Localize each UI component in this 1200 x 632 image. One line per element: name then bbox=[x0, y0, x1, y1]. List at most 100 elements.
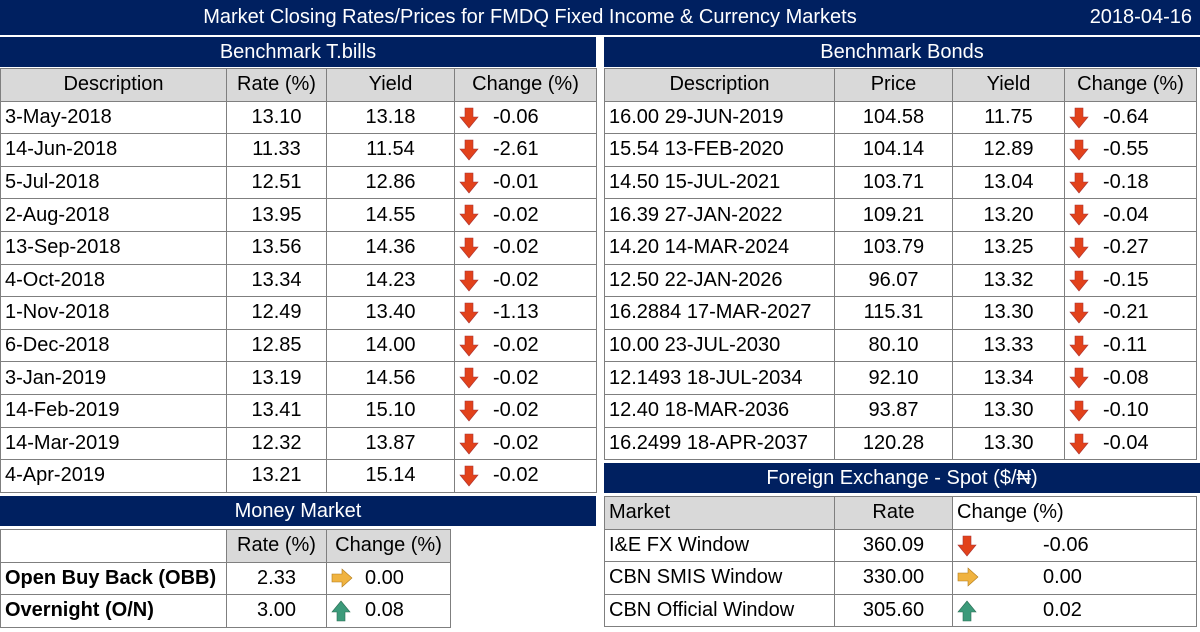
yield-cell: 13.04 bbox=[952, 165, 1065, 200]
rate-cell: 13.95 bbox=[226, 198, 327, 232]
table-row: 16.2884 17-MAR-2027 115.31 13.30 -0.21 bbox=[604, 296, 1197, 330]
change-cell: -2.61 bbox=[454, 133, 597, 167]
yield-cell: 15.10 bbox=[326, 393, 455, 428]
rate-cell: 12.32 bbox=[226, 426, 327, 461]
change-value: -0.04 bbox=[1103, 431, 1149, 454]
rate-cell: 3.00 bbox=[226, 594, 327, 628]
change-cell: -0.15 bbox=[1064, 263, 1197, 298]
report-title: Market Closing Rates/Prices for FMDQ Fix… bbox=[203, 6, 857, 28]
money-market-heading: Money Market bbox=[0, 496, 596, 526]
table-row: 14.20 14-MAR-2024 103.79 13.25 -0.27 bbox=[604, 230, 1197, 265]
description-cell: 14.50 15-JUL-2021 bbox=[604, 165, 835, 200]
fx-heading: Foreign Exchange - Spot ($/₦) bbox=[604, 463, 1200, 493]
col-header-blank bbox=[0, 529, 227, 563]
yield-cell: 11.54 bbox=[326, 133, 455, 167]
change-cell: -1.13 bbox=[454, 296, 597, 330]
col-header-description: Description bbox=[0, 68, 227, 102]
red-down-arrow-icon bbox=[459, 367, 479, 389]
yield-cell: 13.33 bbox=[952, 328, 1065, 363]
change-cell: -0.02 bbox=[454, 426, 597, 461]
report-date: 2018-04-16 bbox=[1089, 6, 1192, 28]
yield-cell: 14.56 bbox=[326, 361, 455, 395]
change-value: -0.18 bbox=[1103, 171, 1149, 194]
yield-cell: 14.55 bbox=[326, 198, 455, 232]
rate-cell: 13.41 bbox=[226, 393, 327, 428]
change-value: 0.02 bbox=[1043, 599, 1082, 622]
orange-right-arrow-icon bbox=[331, 567, 353, 590]
col-header-price: Price bbox=[834, 68, 953, 102]
change-value: -0.27 bbox=[1103, 236, 1149, 259]
red-down-arrow-icon bbox=[1069, 107, 1089, 129]
description-cell: 13-Sep-2018 bbox=[0, 230, 227, 265]
description-cell: 4-Oct-2018 bbox=[0, 263, 227, 298]
red-down-arrow-icon bbox=[459, 204, 479, 226]
red-down-arrow-icon bbox=[1069, 335, 1089, 357]
change-value: 0.08 bbox=[365, 599, 404, 622]
green-up-arrow-icon bbox=[957, 600, 977, 622]
table-row: 14-Jun-2018 11.33 11.54 -2.61 bbox=[0, 133, 597, 167]
description-cell: 16.00 29-JUN-2019 bbox=[604, 100, 835, 135]
rate-cell: 12.85 bbox=[226, 328, 327, 363]
yield-cell: 15.14 bbox=[326, 459, 455, 493]
rate-cell: 13.19 bbox=[226, 361, 327, 395]
change-value: -0.11 bbox=[1103, 334, 1148, 357]
col-header-yield: Yield bbox=[326, 68, 455, 102]
table-row: 12.40 18-MAR-2036 93.87 13.30 -0.10 bbox=[604, 393, 1197, 428]
col-header-rate: Rate bbox=[834, 496, 953, 530]
red-down-arrow-icon bbox=[459, 237, 479, 259]
change-value: -0.21 bbox=[1103, 301, 1149, 324]
change-cell: -0.02 bbox=[454, 230, 597, 265]
change-cell: -0.02 bbox=[454, 198, 597, 232]
change-value: -0.64 bbox=[1103, 105, 1149, 128]
table-row: 12.1493 18-JUL-2034 92.10 13.34 -0.08 bbox=[604, 361, 1197, 395]
red-down-arrow-icon bbox=[1069, 367, 1089, 389]
table-row: 16.39 27-JAN-2022 109.21 13.20 -0.04 bbox=[604, 198, 1197, 232]
rate-cell: 12.51 bbox=[226, 165, 327, 200]
rate-cell: 13.56 bbox=[226, 230, 327, 265]
red-down-arrow-icon bbox=[1069, 433, 1089, 455]
yield-cell: 13.30 bbox=[952, 426, 1065, 461]
table-row: CBN SMIS Window 330.00 0.00 bbox=[604, 561, 1197, 595]
description-cell: 16.2499 18-APR-2037 bbox=[604, 426, 835, 461]
col-header-market: Market bbox=[604, 496, 835, 530]
description-cell: CBN Official Window bbox=[604, 593, 835, 628]
description-cell: 14-Mar-2019 bbox=[0, 426, 227, 461]
description-cell: 16.39 27-JAN-2022 bbox=[604, 198, 835, 232]
table-row: 5-Jul-2018 12.51 12.86 -0.01 bbox=[0, 165, 597, 200]
rate-cell: 305.60 bbox=[834, 593, 953, 628]
table-row: 1-Nov-2018 12.49 13.40 -1.13 bbox=[0, 296, 597, 330]
table-row: 6-Dec-2018 12.85 14.00 -0.02 bbox=[0, 328, 597, 363]
description-cell: CBN SMIS Window bbox=[604, 561, 835, 595]
table-row: 16.2499 18-APR-2037 120.28 13.30 -0.04 bbox=[604, 426, 1197, 461]
col-header-rate: Rate (%) bbox=[226, 529, 327, 563]
table-row: 12.50 22-JAN-2026 96.07 13.32 -0.15 bbox=[604, 263, 1197, 298]
change-value: -0.01 bbox=[493, 171, 539, 194]
rate-cell: 11.33 bbox=[226, 133, 327, 167]
rate-cell: 360.09 bbox=[834, 528, 953, 563]
change-cell: -0.02 bbox=[454, 263, 597, 298]
change-value: -1.13 bbox=[493, 301, 539, 324]
yield-cell: 14.00 bbox=[326, 328, 455, 363]
rate-cell: 13.34 bbox=[226, 263, 327, 298]
change-cell: -0.55 bbox=[1064, 133, 1197, 167]
col-header-description: Description bbox=[604, 68, 835, 102]
table-row: CBN Official Window 305.60 0.02 bbox=[604, 593, 1197, 628]
col-header-change: Change (%) bbox=[326, 529, 451, 563]
change-value: -0.08 bbox=[1103, 366, 1149, 389]
change-cell: 0.00 bbox=[952, 561, 1197, 595]
money-market-table: Rate (%) Change (%) Open Buy Back (OBB) 2… bbox=[0, 529, 451, 628]
description-cell: 15.54 13-FEB-2020 bbox=[604, 133, 835, 167]
description-cell: Overnight (O/N) bbox=[0, 594, 227, 628]
table-row: 15.54 13-FEB-2020 104.14 12.89 -0.55 bbox=[604, 133, 1197, 167]
change-cell: -0.02 bbox=[454, 393, 597, 428]
change-value: -0.04 bbox=[1103, 203, 1149, 226]
price-cell: 96.07 bbox=[834, 263, 953, 298]
change-cell: -0.06 bbox=[454, 100, 597, 135]
description-cell: 14-Feb-2019 bbox=[0, 393, 227, 428]
table-row: 14-Mar-2019 12.32 13.87 -0.02 bbox=[0, 426, 597, 461]
red-down-arrow-icon bbox=[1069, 400, 1089, 422]
change-cell: -0.02 bbox=[454, 328, 597, 363]
table-row: 3-May-2018 13.10 13.18 -0.06 bbox=[0, 100, 597, 135]
description-cell: 16.2884 17-MAR-2027 bbox=[604, 296, 835, 330]
change-cell: -0.11 bbox=[1064, 328, 1197, 363]
